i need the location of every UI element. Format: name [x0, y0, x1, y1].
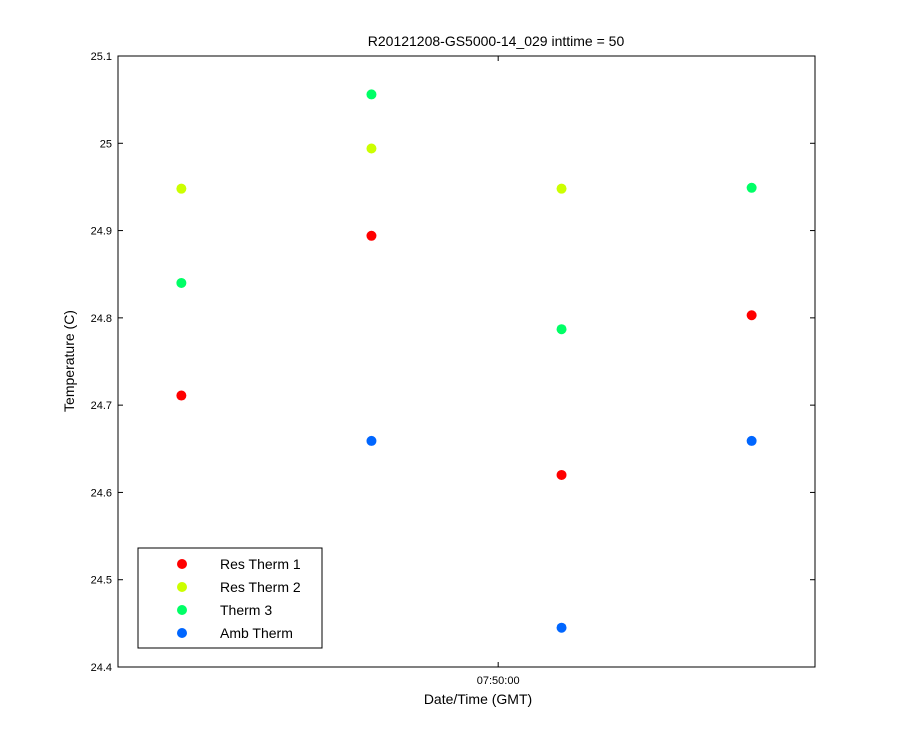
y-tick-label: 24.8	[91, 313, 112, 325]
legend-marker	[177, 605, 187, 615]
data-point	[746, 435, 757, 446]
y-tick-label: 24.6	[91, 487, 112, 499]
y-tick-label: 24.5	[91, 575, 112, 587]
y-tick-label: 25.1	[91, 51, 112, 63]
data-point	[366, 230, 377, 241]
legend-entry: Amb Therm	[220, 625, 293, 641]
legend-entry: Therm 3	[220, 602, 272, 618]
y-tick-label: 25	[100, 138, 112, 150]
y-axis-label: Temperature (C)	[61, 310, 77, 412]
data-point	[746, 310, 757, 321]
y-tick-label: 24.4	[91, 662, 112, 674]
data-point	[176, 183, 187, 194]
data-point	[366, 89, 377, 100]
legend: Res Therm 1 Res Therm 2 Therm 3 Amb Therm	[137, 547, 323, 649]
legend-marker	[177, 582, 187, 592]
data-point	[746, 182, 757, 193]
x-axis-ticks: 07:50:00	[477, 56, 520, 687]
chart-title: R20121208-GS5000-14_029 inttime = 50	[368, 33, 625, 49]
data-point	[176, 390, 187, 401]
data-point	[366, 143, 377, 154]
data-point	[176, 277, 187, 288]
x-tick-label: 07:50:00	[477, 675, 520, 687]
data-point	[556, 324, 567, 335]
data-point	[556, 622, 567, 633]
y-axis-ticks: 24.4 24.5 24.6 24.7 24.8 24.9 25 25.1	[91, 51, 815, 674]
data-point	[366, 435, 377, 446]
legend-marker	[177, 628, 187, 638]
data-point	[556, 183, 567, 194]
x-axis-label: Date/Time (GMT)	[424, 691, 532, 707]
data-point	[556, 469, 567, 480]
data-points	[176, 89, 757, 633]
legend-entry: Res Therm 1	[220, 556, 301, 572]
legend-box	[137, 547, 323, 649]
y-tick-label: 24.7	[91, 400, 112, 412]
legend-entry: Res Therm 2	[220, 579, 301, 595]
legend-marker	[177, 559, 187, 569]
y-tick-label: 24.9	[91, 226, 112, 238]
